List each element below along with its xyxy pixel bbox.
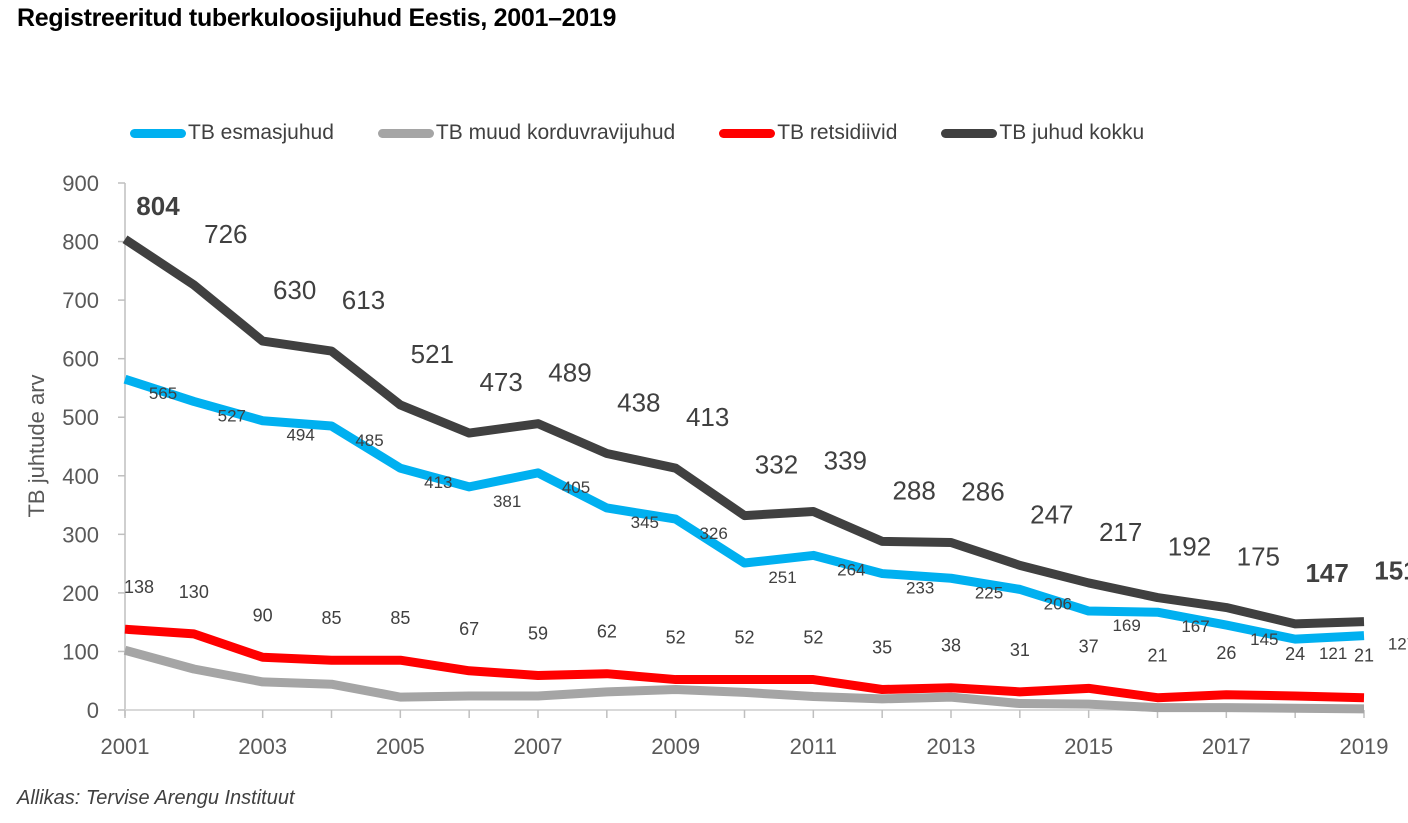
- chart-title: Registreeritud tuberkuloosijuhud Eestis,…: [17, 4, 617, 32]
- data-label-esmasjuhud: 225: [975, 583, 1003, 602]
- data-label-retsidiivid: 85: [390, 608, 410, 628]
- y-tick-label: 300: [62, 522, 99, 547]
- data-label-kokku: 192: [1168, 532, 1211, 562]
- data-label-retsidiivid: 21: [1147, 646, 1167, 666]
- legend-swatch-muud: [377, 128, 434, 138]
- data-label-esmasjuhud: 413: [424, 473, 452, 492]
- data-label-retsidiivid: 130: [179, 582, 209, 602]
- source-note: Allikas: Tervise Arengu Instituut: [17, 787, 295, 809]
- data-label-kokku: 804: [136, 191, 180, 221]
- data-label-retsidiivid: 35: [872, 638, 892, 658]
- x-tick-label: 2017: [1202, 734, 1251, 759]
- data-label-esmasjuhud: 145: [1250, 630, 1278, 649]
- data-label-kokku: 613: [342, 285, 385, 315]
- x-tick-label: 2015: [1064, 734, 1113, 759]
- data-label-esmasjuhud: 565: [149, 384, 177, 403]
- legend-label-retsidiivid: TB retsidiivid: [777, 121, 898, 144]
- data-label-esmasjuhud: 206: [1044, 594, 1072, 613]
- x-tick-label: 2011: [790, 734, 837, 759]
- y-tick-label: 0: [87, 698, 99, 723]
- y-tick-label: 900: [62, 171, 99, 196]
- series-lines: [122, 235, 1365, 714]
- y-tick-label: 800: [62, 230, 99, 255]
- y-tick-label: 700: [62, 288, 99, 313]
- data-label-kokku: 217: [1099, 517, 1142, 547]
- y-tick-label: 100: [62, 639, 99, 664]
- data-label-esmasjuhud: 167: [1181, 617, 1209, 636]
- x-tick-label: 2009: [651, 734, 700, 759]
- data-label-kokku: 630: [273, 275, 316, 305]
- data-label-kokku: 726: [204, 219, 247, 249]
- data-label-kokku: 247: [1030, 499, 1073, 529]
- x-tick-label: 2001: [101, 734, 150, 759]
- data-label-retsidiivid: 52: [803, 628, 823, 648]
- data-label-retsidiivid: 52: [666, 628, 686, 648]
- data-label-esmasjuhud: 485: [355, 431, 383, 450]
- data-label-retsidiivid: 31: [1010, 640, 1030, 660]
- x-tick-label: 2007: [514, 734, 563, 759]
- data-label-esmasjuhud: 345: [631, 513, 659, 532]
- x-tick-label: 2003: [238, 734, 287, 759]
- y-tick-label: 400: [62, 464, 99, 489]
- y-tick-label: 500: [62, 405, 99, 430]
- data-label-kokku: 147: [1305, 558, 1348, 588]
- data-label-retsidiivid: 138: [124, 577, 154, 597]
- data-label-retsidiivid: 85: [321, 608, 341, 628]
- legend-item-kokku: TB juhud kokku: [941, 121, 1144, 145]
- data-label-retsidiivid: 21: [1354, 646, 1374, 666]
- axes: 0 100 200 300 400 500 600 700 800 900 2001 2003 2005…: [62, 171, 1388, 759]
- data-label-esmasjuhud: 169: [1112, 616, 1140, 635]
- data-label-esmasjuhud: 264: [837, 560, 865, 579]
- data-label-esmasjuhud: 233: [906, 579, 934, 598]
- data-label-retsidiivid: 24: [1285, 644, 1305, 664]
- data-label-esmasjuhud: 121: [1319, 644, 1347, 663]
- data-label-retsidiivid: 38: [941, 636, 961, 656]
- legend-swatch-kokku: [941, 128, 998, 138]
- legend-item-muud: TB muud korduvravijuhud: [377, 121, 676, 145]
- data-label-retsidiivid: 37: [1079, 636, 1099, 656]
- x-tick-label: 2013: [927, 734, 976, 759]
- data-label-kokku: 151: [1374, 556, 1408, 586]
- data-label-esmasjuhud: 527: [218, 406, 246, 425]
- data-label-esmasjuhud: 127: [1388, 635, 1408, 654]
- legend-swatch-retsidiivid: [719, 128, 776, 138]
- data-label-kokku: 473: [479, 367, 522, 397]
- legend-label-muud: TB muud korduvravijuhud: [435, 121, 676, 144]
- legend-item-retsidiivid: TB retsidiivid: [719, 121, 897, 145]
- data-label-kokku: 339: [824, 445, 867, 475]
- data-label-esmasjuhud: 494: [286, 426, 314, 445]
- data-label-retsidiivid: 67: [459, 619, 479, 639]
- legend-item-esmasjuhud: TB esmasjuhud: [130, 121, 334, 145]
- data-label-retsidiivid: 90: [253, 605, 273, 625]
- data-label-kokku: 288: [892, 475, 935, 505]
- data-label-esmasjuhud: 326: [699, 524, 727, 543]
- data-label-kokku: 438: [617, 388, 660, 418]
- legend-label-esmasjuhud: TB esmasjuhud: [188, 121, 334, 144]
- data-labels: 804 726 630 613 521 473 489 438 413 332 339 288 286 2…: [124, 191, 1408, 665]
- y-axis-label: TB juhtude arv: [24, 374, 49, 517]
- data-label-retsidiivid: 52: [734, 628, 754, 648]
- x-tick-label: 2005: [376, 734, 425, 759]
- data-label-kokku: 489: [548, 358, 591, 388]
- y-tick-label: 600: [62, 347, 99, 372]
- legend: TB esmasjuhud TB muud korduvravijuhud TB…: [130, 118, 1188, 148]
- data-label-esmasjuhud: 405: [562, 478, 590, 497]
- x-tick-label: 2019: [1340, 734, 1389, 759]
- data-label-retsidiivid: 59: [528, 623, 548, 643]
- legend-swatch-esmasjuhud: [130, 128, 186, 138]
- data-label-kokku: 175: [1237, 542, 1280, 572]
- data-label-kokku: 286: [961, 477, 1004, 507]
- data-label-esmasjuhud: 381: [493, 492, 521, 511]
- data-label-esmasjuhud: 251: [768, 568, 796, 587]
- data-label-kokku: 521: [411, 339, 454, 369]
- data-label-retsidiivid: 26: [1216, 643, 1236, 663]
- data-label-kokku: 413: [686, 402, 729, 432]
- y-tick-label: 200: [62, 581, 99, 606]
- data-label-retsidiivid: 62: [597, 622, 617, 642]
- legend-label-kokku: TB juhud kokku: [999, 121, 1145, 144]
- data-label-kokku: 332: [755, 450, 798, 480]
